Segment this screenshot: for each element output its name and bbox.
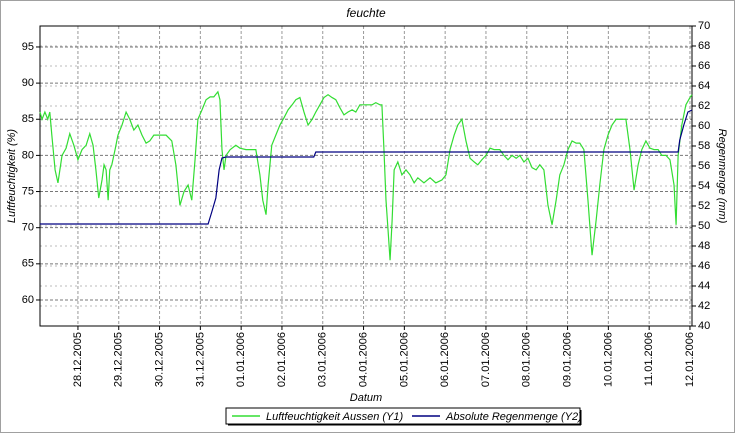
y2-tick-label: 62: [698, 100, 710, 112]
y2-tick-label: 58: [698, 140, 710, 152]
line-series: [39, 90, 693, 261]
y2-tick-label: 68: [698, 40, 710, 52]
y2-axis-label: Regenmenge (mm): [716, 129, 728, 224]
y2-tick-label: 40: [698, 320, 710, 332]
y-tick-label: 70: [22, 222, 34, 234]
x-tick-label: 05.01.2006: [398, 332, 410, 387]
x-tick-label: 31.12.2005: [194, 332, 206, 387]
y-tick-label: 65: [22, 258, 34, 270]
y2-tick-label: 52: [698, 200, 710, 212]
y-tick-label: 90: [22, 77, 34, 89]
y2-tick-label: 46: [698, 260, 710, 272]
y2-tick-label: 48: [698, 240, 710, 252]
line-series: [40, 109, 693, 225]
y2-tick-label: 54: [698, 180, 710, 192]
x-tick-label: 11.01.2006: [643, 332, 655, 386]
y2-tick-label: 44: [698, 280, 710, 292]
legend-label: Absolute Regenmenge (Y2): [445, 411, 582, 423]
y2-tick-label: 70: [698, 20, 710, 32]
x-tick-label: 09.01.2006: [561, 332, 573, 387]
x-tick-label: 01.01.2006: [235, 332, 247, 387]
x-tick-label: 06.01.2006: [439, 332, 451, 387]
x-tick-label: 04.01.2006: [357, 332, 369, 387]
y2-tick-label: 64: [698, 80, 710, 92]
y-tick-label: 60: [22, 294, 34, 306]
x-tick-label: 10.01.2006: [602, 332, 614, 387]
x-tick-label: 28.12.2005: [72, 332, 84, 387]
y-axis-label: Luftfeuchtigkeit (%): [6, 129, 18, 223]
plot-border: [39, 25, 693, 327]
plot-area: [40, 26, 692, 326]
x-tick-label: 07.01.2006: [480, 332, 492, 387]
x-axis-label: Datum: [350, 392, 382, 404]
y2-tick-label: 66: [698, 60, 710, 72]
y-tick-label: 95: [22, 41, 34, 53]
x-tick-label: 08.01.2006: [521, 332, 533, 387]
x-tick-label: 02.01.2006: [276, 332, 288, 387]
x-tick-label: 12.01.2006: [684, 332, 696, 387]
y-tick-label: 80: [22, 149, 34, 161]
y2-tick-label: 50: [698, 220, 710, 232]
x-tick-label: 29.12.2005: [113, 332, 125, 387]
y-tick-label: 75: [22, 185, 34, 197]
x-tick-label: 30.12.2005: [153, 332, 165, 387]
y2-tick-label: 56: [698, 160, 710, 172]
legend-label: Luftfeuchtigkeit Aussen (Y1): [266, 411, 404, 423]
y2-tick-label: 42: [698, 300, 710, 312]
chart-title: feuchte: [346, 6, 386, 20]
x-tick-label: 03.01.2006: [317, 332, 329, 387]
y2-tick-label: 60: [698, 120, 710, 132]
y-tick-label: 85: [22, 113, 34, 125]
legend-box: [225, 407, 581, 425]
